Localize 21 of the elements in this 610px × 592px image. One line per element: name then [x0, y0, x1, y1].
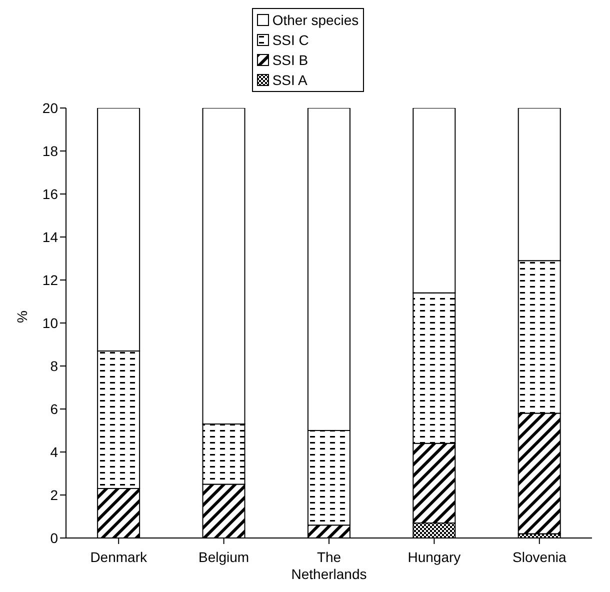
- y-tick-label: 0: [50, 530, 58, 546]
- legend-label: Other species: [272, 12, 359, 28]
- x-tick-label: Denmark: [90, 549, 148, 565]
- legend-label: SSI C: [272, 32, 309, 48]
- y-tick-label: 8: [50, 358, 58, 374]
- y-axis-title: %: [14, 310, 30, 323]
- y-tick-label: 4: [50, 444, 58, 460]
- y-tick-label: 12: [42, 272, 58, 288]
- y-tick-label: 16: [42, 186, 58, 202]
- y-tick-label: 18: [42, 142, 58, 159]
- x-tick-label: Hungary: [408, 549, 461, 565]
- x-tick-label: The Netherlands: [291, 549, 367, 582]
- y-tick-label: 20: [42, 100, 58, 116]
- y-tick-label: 10: [42, 314, 58, 331]
- legend-label: SSI A: [272, 72, 308, 88]
- y-tick-label: 6: [50, 400, 58, 417]
- x-tick-label: Slovenia: [512, 549, 566, 565]
- y-tick-label: 14: [42, 228, 58, 245]
- x-tick-label: Belgium: [198, 549, 250, 565]
- y-tick-label: 2: [50, 486, 58, 503]
- legend-label: SSI B: [272, 52, 308, 68]
